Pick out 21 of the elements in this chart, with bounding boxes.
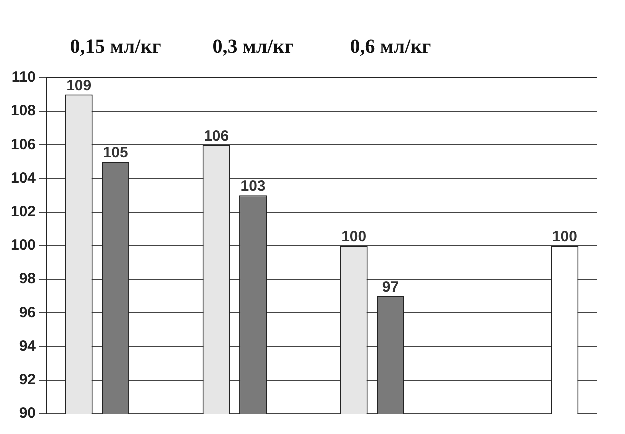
y-tick-label: 96 bbox=[19, 304, 36, 322]
y-tick-label: 108 bbox=[10, 102, 36, 120]
data-label: 97 bbox=[382, 279, 400, 296]
y-tick-label: 102 bbox=[10, 204, 36, 221]
y-tick-label: 98 bbox=[19, 270, 36, 288]
y-tick-label: 92 bbox=[19, 372, 36, 389]
data-label: 109 bbox=[66, 77, 92, 94]
y-tick-label: 110 bbox=[12, 69, 36, 86]
x-tick-label: 0,6 мл/кг bbox=[350, 36, 432, 58]
y-tick-label: 104 bbox=[10, 170, 37, 187]
data-label: 103 bbox=[240, 178, 266, 196]
y-tick-label: 106 bbox=[10, 136, 36, 154]
y-tick-label: 100 bbox=[10, 237, 36, 254]
x-tick-label: 0,15 мл/кг bbox=[70, 36, 162, 58]
y-tick-label: 90 bbox=[19, 405, 36, 422]
data-label: 105 bbox=[103, 144, 128, 162]
x-tick-label: 0,3 мл/кг bbox=[212, 36, 294, 58]
data-label: 100 bbox=[552, 228, 578, 246]
data-label: 106 bbox=[204, 128, 230, 145]
y-tick-label: 94 bbox=[19, 338, 37, 355]
data-label: 100 bbox=[342, 228, 367, 246]
